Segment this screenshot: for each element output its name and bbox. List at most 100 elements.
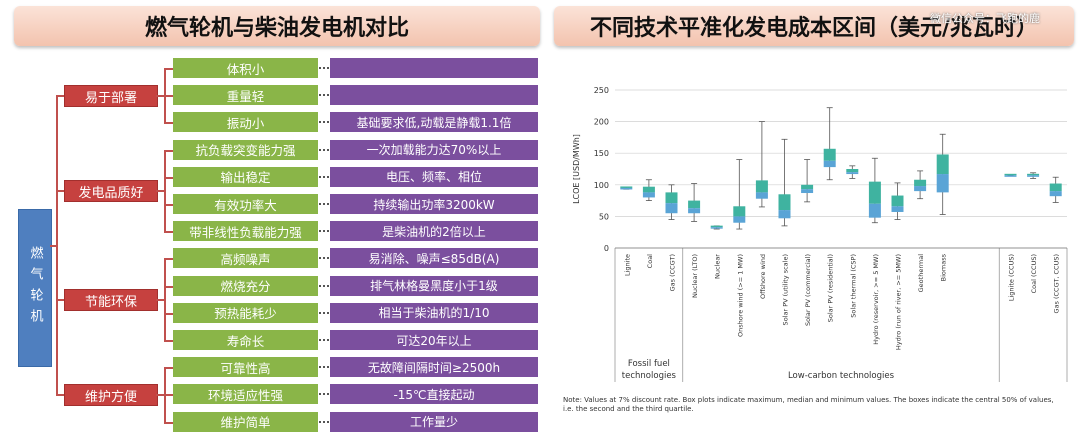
dotted-connector bbox=[319, 121, 329, 124]
dotted-connector bbox=[319, 148, 329, 152]
x-category-label: Solar thermal (CSP) bbox=[849, 254, 857, 318]
connector-line bbox=[164, 95, 173, 98]
box-upper-quartile bbox=[801, 184, 814, 190]
feature-box: 重量轻 bbox=[173, 85, 318, 106]
box-lower-quartile bbox=[868, 203, 881, 218]
x-category-label: Onshore wind (>= 1 MW) bbox=[736, 254, 744, 337]
x-category-label: Hydro (reservoir, >= 5 MW) bbox=[872, 254, 880, 345]
box-lower-quartile bbox=[620, 187, 633, 190]
feature-box: 体积小 bbox=[173, 58, 318, 78]
connector-line bbox=[164, 68, 173, 70]
x-category-label: Coal bbox=[646, 254, 654, 268]
group-label-line-2: technologies bbox=[622, 371, 677, 381]
box-upper-quartile bbox=[688, 200, 701, 209]
right-title: 不同技术平准化发电成本区间（美元/兆瓦时） bbox=[589, 16, 1039, 41]
dotted-connector bbox=[319, 67, 329, 70]
connector-line bbox=[164, 312, 173, 315]
box-upper-quartile bbox=[755, 180, 768, 193]
connector-line bbox=[164, 367, 173, 370]
category-box: 易于部署 bbox=[64, 85, 158, 108]
dotted-connector bbox=[319, 339, 329, 342]
connector-line bbox=[56, 190, 64, 193]
x-category-label: Nuclear bbox=[714, 254, 722, 279]
dotted-connector bbox=[319, 230, 329, 233]
box-upper-quartile bbox=[665, 192, 678, 204]
connector-line bbox=[156, 394, 165, 397]
box-upper-quartile bbox=[778, 194, 791, 211]
feature-box: 高频噪声 bbox=[173, 248, 318, 269]
connector-line bbox=[50, 244, 57, 247]
y-tick-label: 250 bbox=[594, 86, 609, 95]
connector-line bbox=[164, 421, 173, 424]
feature-box: 输出稳定 bbox=[173, 166, 318, 187]
feature-box: 寿命长 bbox=[173, 330, 318, 350]
connector-line bbox=[164, 340, 173, 342]
y-tick-label: 100 bbox=[594, 181, 609, 190]
bracket-line bbox=[164, 149, 166, 234]
dotted-connector bbox=[319, 257, 329, 260]
chart-note-line-2: i.e. the second and the third quartile. bbox=[563, 405, 694, 413]
feature-box: 环境适应性强 bbox=[173, 384, 318, 405]
category-box: 维护方便 bbox=[64, 384, 158, 407]
connector-line bbox=[156, 95, 165, 98]
x-category-label: Solar PV (utility scale) bbox=[782, 254, 790, 325]
description-box: 工作量少 bbox=[330, 411, 538, 432]
connector-line bbox=[164, 122, 173, 125]
box-upper-quartile bbox=[733, 206, 746, 217]
box-upper-quartile bbox=[891, 195, 904, 207]
dotted-connector bbox=[319, 175, 329, 179]
box-lower-quartile bbox=[755, 192, 768, 199]
connector-line bbox=[164, 176, 173, 179]
watermark: 微信公众号：飞跑的鹿 bbox=[930, 12, 1040, 25]
dotted-connector bbox=[319, 366, 329, 369]
connector-line bbox=[156, 299, 165, 302]
connector-line bbox=[56, 299, 64, 302]
description-box: 可达20年以上 bbox=[330, 330, 538, 350]
connector-line bbox=[56, 394, 64, 397]
x-category-label: Lignite bbox=[623, 254, 631, 276]
feature-box: 可靠性高 bbox=[173, 357, 318, 378]
box-upper-quartile bbox=[710, 225, 723, 228]
box-lower-quartile bbox=[823, 160, 836, 168]
lcoe-boxplot-chart: 0 50 100 150 200 250 LCOE [USD/MWh] Fossil fuel… bbox=[572, 86, 1068, 382]
box-lower-quartile bbox=[914, 186, 927, 192]
description-box: 无故障间隔时间≥2500h bbox=[330, 357, 538, 378]
box-lower-quartile bbox=[801, 189, 814, 194]
box-upper-quartile bbox=[1004, 173, 1017, 176]
x-category-label: Solar PV (commercial) bbox=[804, 254, 812, 326]
connector-line bbox=[156, 190, 165, 193]
box-upper-quartile bbox=[1027, 173, 1040, 176]
group-label: Low-carbon technologies bbox=[788, 371, 895, 381]
dotted-connector bbox=[319, 311, 329, 315]
description-box: 持续输出功率3200kW bbox=[330, 194, 538, 214]
description-box: -15℃直接起动 bbox=[330, 384, 538, 405]
connector-line bbox=[164, 149, 173, 152]
feature-box: 燃烧充分 bbox=[173, 275, 318, 296]
box-upper-quartile bbox=[642, 186, 655, 193]
box-upper-quartile bbox=[936, 154, 949, 175]
dotted-connector bbox=[319, 420, 329, 424]
description-box: 相当于柴油机的1/10 bbox=[330, 302, 538, 323]
description-box: 是柴油机的2倍以上 bbox=[330, 221, 538, 242]
feature-box: 有效功率大 bbox=[173, 194, 318, 214]
box-upper-quartile bbox=[868, 181, 881, 204]
x-category-label: Offshore wind bbox=[759, 254, 767, 299]
box-upper-quartile bbox=[1049, 183, 1062, 192]
dotted-connector bbox=[319, 94, 329, 97]
x-category-label: Biomass bbox=[940, 253, 948, 281]
description-box: 基础要求低,动载是静载1.1倍 bbox=[330, 112, 538, 133]
box-lower-quartile bbox=[1027, 175, 1040, 177]
box-lower-quartile bbox=[936, 174, 949, 193]
description-box bbox=[330, 85, 538, 106]
box-upper-quartile bbox=[620, 186, 633, 188]
y-tick-label: 200 bbox=[594, 118, 609, 127]
box-upper-quartile bbox=[914, 179, 927, 187]
dotted-connector bbox=[319, 393, 329, 396]
group-label-line-1: Fossil fuel bbox=[628, 359, 670, 369]
x-category-label: Solar PV (residential) bbox=[827, 254, 835, 322]
feature-box: 振动小 bbox=[173, 112, 318, 133]
box-lower-quartile bbox=[891, 206, 904, 212]
x-category-label: Geothermal bbox=[917, 254, 925, 293]
chart-note: Note: Values at 7% discount rate. Box pl… bbox=[563, 396, 1073, 414]
x-category-label: Gas (CCGT, CCUS) bbox=[1053, 254, 1061, 314]
